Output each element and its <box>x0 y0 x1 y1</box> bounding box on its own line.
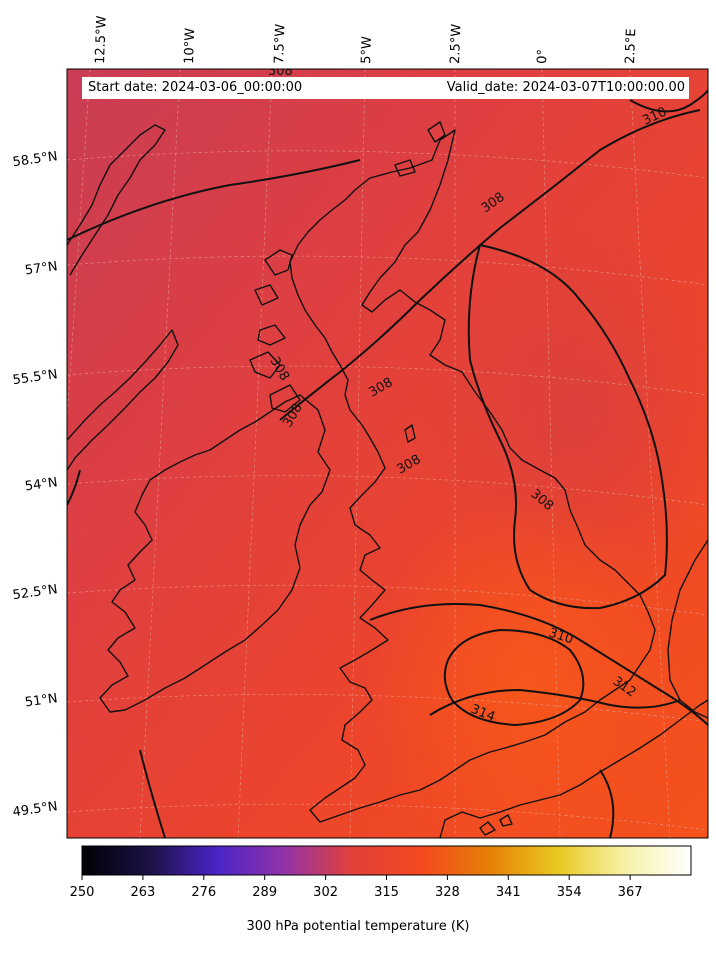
colorbar-ticks: 250 263 276 289 302 315 328 341 354 367 <box>70 875 643 900</box>
contours <box>67 89 708 838</box>
lat-label: 52.5°N <box>12 582 59 603</box>
colorbar-tick-label: 315 <box>374 885 399 900</box>
shetland-orkney <box>394 121 446 177</box>
lon-label: 2.5°E <box>623 28 639 64</box>
lat-label: 49.5°N <box>12 799 59 820</box>
lat-label: 51°N <box>24 691 59 710</box>
colorbar-tick-label: 289 <box>252 885 277 900</box>
start-date: Start date: 2024-03-06_00:00:00 <box>88 80 303 95</box>
west-fringe <box>67 329 179 471</box>
contour-312 <box>429 689 681 716</box>
lon-label: 5°W <box>359 36 375 64</box>
ireland-coast <box>99 394 331 713</box>
contour-308-central <box>279 109 701 421</box>
lat-label: 58.5°N <box>12 149 59 170</box>
contour-label: 310 <box>547 626 575 648</box>
colorbar-tick-label: 263 <box>130 885 155 900</box>
coastlines <box>67 121 708 838</box>
contour-310 <box>369 603 708 726</box>
continent-coast <box>439 699 708 838</box>
lat-label: 57°N <box>24 259 59 278</box>
contour-310-top <box>629 89 708 113</box>
isle-of-man <box>404 424 416 443</box>
lat-label: 55.5°N <box>12 367 59 388</box>
contour-308-east <box>467 244 668 610</box>
gridlines <box>67 69 708 838</box>
warm-anomaly-southeast <box>67 69 708 838</box>
lat-label: 54°N <box>24 475 59 494</box>
contour-label-clipped: 308 <box>268 64 293 79</box>
west-highland-islands <box>249 249 301 413</box>
colorbar-tick-label: 302 <box>313 885 338 900</box>
colorbar-tick-label: 276 <box>191 885 216 900</box>
longitude-labels: 12.5°W 10°W 7.5°W 5°W 2.5°W 0° 2.5°E <box>93 15 639 64</box>
netherlands-coast <box>667 539 708 719</box>
valid-date: Valid_date: 2024-03-07T10:00:00.00 <box>446 80 685 95</box>
lon-label: 10°W <box>182 28 198 65</box>
map-frame <box>66 68 709 839</box>
colorbar-tick-label: 341 <box>496 885 521 900</box>
colorbar-tick-label: 250 <box>70 885 95 900</box>
lon-label: 0° <box>535 49 551 64</box>
colorbar: 250 263 276 289 302 315 328 341 354 367 <box>70 845 692 900</box>
colorbar-tick-label: 328 <box>435 885 460 900</box>
channel-islands <box>479 814 513 836</box>
contour-west-coast <box>67 469 81 506</box>
lon-label: 2.5°W <box>448 23 464 64</box>
northwest-fringe <box>67 124 166 276</box>
colorbar-label: 300 hPa potential temperature (K) <box>246 919 470 934</box>
colorbar-tick-label: 354 <box>557 885 582 900</box>
contour-southeast <box>599 769 615 838</box>
contour-south <box>139 749 166 838</box>
colorbar-tick-label: 367 <box>618 885 643 900</box>
contour-314 <box>443 629 585 726</box>
lon-label: 7.5°W <box>272 23 288 64</box>
great-britain-coast <box>289 129 656 823</box>
date-info-box: Start date: 2024-03-06_00:00:00 Valid_da… <box>82 77 689 99</box>
lon-label: 12.5°W <box>93 15 110 64</box>
map-area: 308 308 308 308 308 308 310 310 312 314 … <box>67 64 708 838</box>
contour-308-northwest <box>67 159 361 241</box>
latitude-labels: 58.5°N 57°N 55.5°N 54°N 52.5°N 51°N 49.5… <box>12 149 59 820</box>
colorbar-gradient <box>81 845 692 876</box>
